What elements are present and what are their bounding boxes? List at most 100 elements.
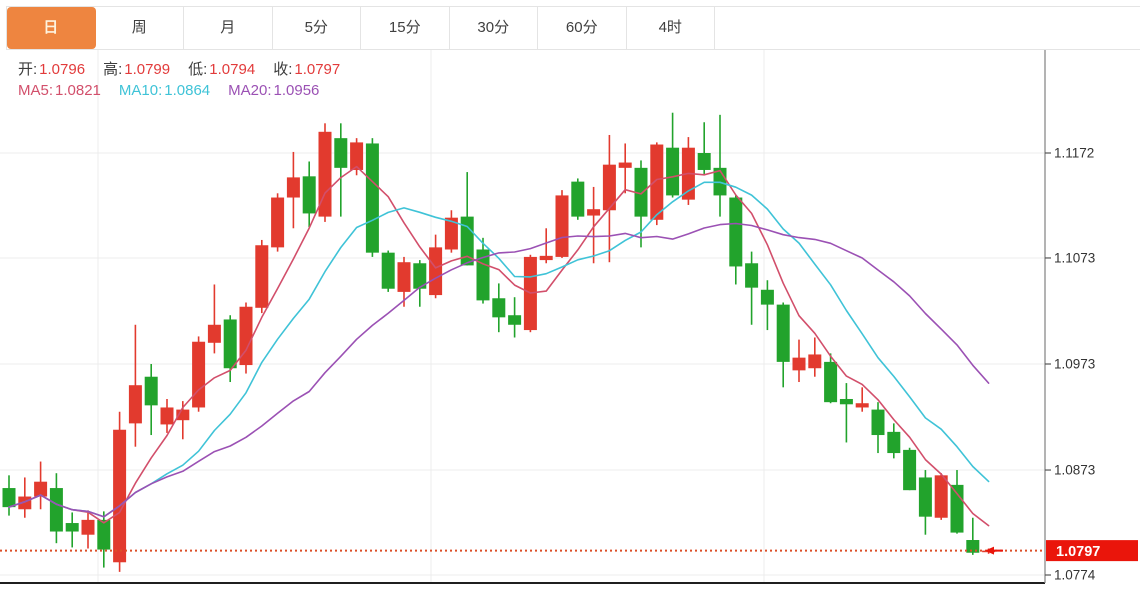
ma10-readout-value: 1.0864 [164, 81, 211, 99]
open-readout-label: 开: [18, 60, 38, 78]
candle-body-down [745, 263, 759, 288]
candle-body-down [365, 143, 379, 253]
close-readout-value: 1.0797 [294, 60, 341, 78]
candle-body-down [571, 181, 585, 217]
candle-body-down [760, 289, 774, 305]
candle-body-down [666, 147, 680, 196]
high-readout-value: 1.0799 [124, 60, 171, 78]
candle-body-up [618, 162, 632, 168]
candle-body-down [65, 523, 79, 532]
candle-body-up [792, 357, 806, 371]
current-price-tag: 1.0797 [1046, 540, 1138, 562]
candle-body-up [934, 475, 948, 518]
candle-body-up [555, 195, 569, 257]
candle-body-down [697, 153, 711, 170]
candle-body-down [776, 304, 790, 362]
y-axis-labels: 1.1172 1.1073 1.0973 1.0873 1.0774 [1045, 146, 1096, 582]
candle-body-up [429, 247, 443, 296]
open-readout: 开: 1.0796 [18, 58, 85, 79]
low-readout: 低: 1.0794 [188, 58, 255, 79]
ma5-line [8, 165, 990, 527]
candle-body-up [207, 324, 221, 343]
ma20-readout-value: 1.0956 [273, 81, 320, 99]
candle-body-down [918, 477, 932, 517]
close-readout: 收: 1.0797 [273, 58, 340, 79]
candle-body-up [128, 385, 142, 424]
candle-body-down [2, 488, 16, 508]
candle-body-down [223, 319, 237, 369]
candle-body-up [602, 164, 616, 211]
grid [0, 48, 1045, 583]
candle-body-up [239, 306, 253, 366]
y-axis-label: 1.0774 [1054, 567, 1096, 582]
candle-body-up [81, 519, 95, 535]
tab-week[interactable]: 周 [95, 7, 184, 49]
ma10-readout: MA10: 1.0864 [119, 82, 210, 99]
candle-body-down [634, 167, 648, 217]
legend: 开: 1.0796 高: 1.0799 低: 1.0794 收: 1.0797 MA5: 1.0… [18, 57, 358, 101]
y-axis-label: 1.1172 [1054, 146, 1094, 161]
ohlc-readout: 开: 1.0796 高: 1.0799 低: 1.0794 收: 1.0797 [18, 57, 358, 79]
candle-body-up [160, 407, 174, 425]
tab-15min[interactable]: 15分 [361, 7, 450, 49]
tab-30min[interactable]: 30分 [449, 7, 538, 49]
candle-body-down [950, 484, 964, 533]
candle-body-down [966, 540, 980, 553]
candle-body-down [381, 252, 395, 289]
candle-body-down [508, 315, 522, 325]
candle-body-up [113, 429, 127, 563]
candle-body-up [808, 354, 822, 369]
ma20-line [8, 222, 990, 518]
candle-body-down [302, 176, 316, 214]
ma20-readout-label: MA20: [228, 81, 272, 99]
candle-body-down [903, 449, 917, 491]
ma10-readout-label: MA10: [118, 81, 163, 99]
candle-body-down [49, 488, 63, 532]
candle-body-down [839, 398, 853, 405]
tab-5min[interactable]: 5分 [272, 7, 361, 49]
candle-body-up [271, 197, 285, 248]
candle-body-up [397, 262, 411, 292]
ma10-line [8, 181, 990, 518]
y-axis-label: 1.1073 [1054, 250, 1095, 265]
candle-body-up [539, 255, 553, 261]
tab-4hour[interactable]: 4时 [626, 7, 715, 49]
ma5-readout-label: MA5: [18, 81, 54, 99]
y-axis-label: 1.0873 [1054, 463, 1095, 478]
candle-body-down [824, 361, 838, 403]
interval-tabbar: 日周月 5分 15分 30分 60分 4时 [6, 6, 1140, 50]
tab-month[interactable]: 月 [184, 7, 273, 49]
candle-body-down [144, 376, 158, 406]
candle-body-down [871, 409, 885, 436]
candle-body-up [855, 403, 869, 408]
candle-body-up [286, 177, 300, 198]
candle-body-up [34, 481, 48, 497]
candle-body-down [97, 519, 111, 550]
candle-body-up [255, 245, 269, 308]
candle-body-up [318, 131, 332, 217]
ma20-readout: MA20: 1.0956 [228, 82, 319, 99]
candle-body-up [176, 409, 190, 421]
tab-day[interactable]: 日 [7, 7, 96, 49]
tab-60min[interactable]: 60分 [538, 7, 627, 49]
y-axis-label: 1.0973 [1054, 356, 1095, 371]
low-readout-label: 低: [188, 60, 208, 78]
candle-body-up [650, 144, 664, 220]
high-readout: 高: 1.0799 [103, 58, 170, 79]
close-readout-label: 收: [273, 60, 293, 78]
candle-body-down [413, 263, 427, 289]
ma5-readout-value: 1.0821 [55, 81, 101, 99]
candle-body-up [350, 142, 364, 170]
candle-body-down [492, 298, 506, 318]
candles-group [2, 112, 996, 572]
open-readout-value: 1.0796 [39, 60, 86, 78]
candle-body-down [334, 138, 348, 168]
candle-body-down [887, 431, 901, 454]
candle-body-down [729, 197, 743, 267]
candle-body-up [192, 341, 206, 408]
ma-readout: MA5: 1.0821 MA10: 1.0864 MA20: 1.0956 [18, 79, 358, 101]
ma5-readout: MA5: 1.0821 [18, 82, 101, 99]
high-readout-label: 高: [103, 60, 123, 78]
